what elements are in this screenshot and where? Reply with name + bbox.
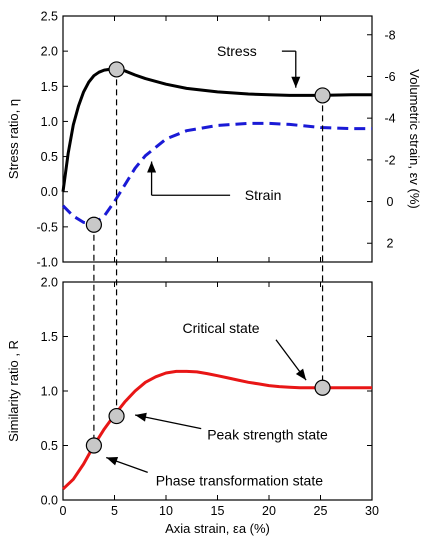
peak-strength-state-annotation: Peak strength state — [207, 427, 328, 443]
y2-tick-label: -2 — [384, 153, 395, 167]
annotation-arrowhead — [147, 161, 157, 173]
x-tick-label: 10 — [159, 504, 173, 518]
x-tick-label: 5 — [111, 504, 118, 518]
y-tick-label: 1.5 — [41, 330, 58, 344]
state-marker — [314, 87, 331, 104]
annotation-arrow-line — [134, 414, 202, 430]
annotation-arrowhead — [295, 368, 307, 381]
stress-annotation: Stress — [217, 43, 257, 59]
y-tick-label: 0.0 — [41, 494, 58, 508]
x-tick-label: 20 — [262, 504, 276, 518]
annotation-arrowhead — [291, 76, 301, 88]
y-tick-label: 0.5 — [41, 439, 58, 453]
strain-annotation: Strain — [245, 187, 282, 203]
x-tick-label: 15 — [211, 504, 225, 518]
y-tick-label: -1.0 — [36, 256, 58, 270]
stress-series-line — [61, 67, 372, 192]
critical-state-annotation: Critical state — [182, 320, 259, 336]
annotation-arrowhead — [106, 457, 119, 466]
x-tick-label: 30 — [365, 504, 379, 518]
y-tick-label: 2.0 — [41, 45, 58, 59]
y-axis-label: Stress ratio, η — [6, 99, 21, 179]
y2-tick-label: -8 — [384, 28, 395, 42]
y2-tick-label: 0 — [387, 195, 394, 209]
y-tick-label: 2.0 — [41, 276, 58, 290]
strain-series-line — [61, 121, 372, 225]
labels: Stress ratio, η Volumetric strain, εv (%)… — [6, 43, 422, 536]
y-tick-label: 2.5 — [41, 10, 58, 24]
x-tick-label: 0 — [60, 504, 67, 518]
similarity-panel: 0 5 10 15 20 25 30 0.0 0.5 1.0 1.5 2.0 — [41, 276, 379, 519]
y2-tick-label: 2 — [387, 237, 394, 251]
annotation-arrowhead — [135, 412, 147, 422]
y2-axis-label: Volumetric strain, εv (%) — [407, 69, 422, 208]
state-marker — [85, 437, 103, 454]
state-marker — [314, 379, 331, 396]
state-marker — [85, 216, 103, 233]
y-tick-label: 1.0 — [41, 385, 58, 399]
phase-transformation-state-annotation: Phase transformation state — [156, 472, 324, 488]
y2-tick-label: -6 — [384, 70, 395, 84]
state-markers — [85, 61, 331, 454]
x-axis-label: Axia strain, εa (%) — [165, 521, 270, 536]
y2-tick-label: -4 — [384, 112, 395, 126]
y-tick-label: 1.5 — [41, 80, 58, 94]
guide-lines — [93, 69, 324, 446]
y-tick-label: 0.0 — [41, 185, 58, 199]
y-tick-label: 0.5 — [41, 150, 58, 164]
y-tick-label: -0.5 — [36, 220, 58, 234]
state-marker — [108, 407, 125, 425]
y-axis-label: Similarity ratio , R — [6, 340, 21, 442]
x-tick-label: 25 — [314, 504, 328, 518]
state-marker — [108, 61, 125, 78]
y-tick-label: 1.0 — [41, 115, 58, 129]
